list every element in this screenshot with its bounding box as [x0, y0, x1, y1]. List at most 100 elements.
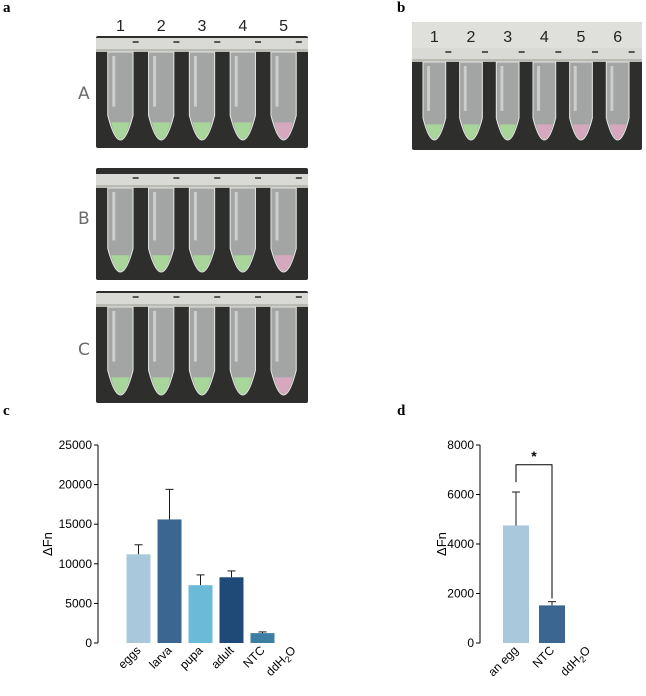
tube-highlight [463, 66, 467, 111]
tube-highlight [275, 311, 279, 362]
cap-tab [173, 296, 180, 298]
column-number: 5 [279, 18, 288, 35]
significance-bracket [515, 464, 553, 599]
green-liquid [152, 377, 171, 395]
tube-body [459, 61, 483, 141]
tube-highlight [153, 56, 157, 107]
tube-body [229, 187, 256, 273]
tube [188, 177, 221, 273]
tube [229, 41, 262, 141]
y-tick-label: 5000 [65, 596, 92, 610]
tube-photo-panel-b: 1 2 3 4 5 6 [412, 22, 642, 150]
y-tick-label: 4000 [447, 537, 474, 551]
tube-cap-strip-edge [96, 304, 308, 307]
cap-tab [255, 41, 262, 43]
column-number: 2 [467, 29, 476, 46]
tube-body [270, 51, 297, 141]
tube [188, 296, 221, 396]
x-tick-label: NTC [240, 643, 268, 671]
column-number: 1 [116, 18, 125, 35]
cap-tab [518, 51, 525, 53]
tube-body [229, 306, 256, 396]
bar [157, 519, 182, 643]
tube-highlight [427, 66, 431, 111]
panel-label-c: c [3, 403, 10, 419]
cap-tab [214, 41, 221, 43]
x-tick-label: an egg [485, 643, 521, 679]
green-liquid [152, 122, 171, 140]
tube [229, 177, 262, 273]
column-number: 3 [198, 18, 207, 35]
tube [107, 177, 139, 273]
green-liquid [192, 377, 212, 395]
tube-body [188, 51, 216, 141]
green-liquid [233, 377, 252, 395]
row-label-c: C [78, 340, 90, 360]
tube-highlight [153, 192, 157, 241]
tube-body [148, 187, 175, 273]
tube-highlight [234, 56, 238, 107]
cap-tab [255, 177, 262, 179]
tube-highlight [193, 192, 197, 241]
cap-tab [295, 177, 302, 179]
pink-liquid [609, 124, 626, 140]
number-band [412, 22, 642, 48]
tube-photo-row-b [96, 168, 308, 280]
cap-tab [173, 41, 180, 43]
tube-highlight [193, 56, 197, 107]
column-number: 1 [430, 29, 439, 46]
tube-cap-strip [96, 293, 308, 307]
tube-highlight [234, 192, 238, 241]
tube-cap-strip-edge [96, 49, 308, 52]
x-tick-label: adult [208, 643, 237, 672]
significance-star: * [531, 448, 537, 464]
tube-body [107, 187, 134, 273]
cap-tab [555, 51, 562, 53]
column-number: 4 [540, 29, 549, 46]
tube-body [532, 61, 557, 141]
x-tick-label: larva [146, 643, 175, 672]
y-tick-label: 8000 [447, 438, 474, 452]
tube-cap-strip [96, 174, 308, 188]
tube [107, 41, 139, 141]
column-number: 5 [577, 29, 586, 46]
y-tick-label: 20000 [59, 478, 93, 492]
tube-body [148, 51, 175, 141]
tube [148, 177, 180, 273]
tube-highlight [573, 66, 577, 111]
cap-tab [295, 41, 302, 43]
bar [503, 525, 529, 643]
green-liquid [233, 122, 252, 140]
y-tick-label: 25000 [59, 438, 93, 452]
tube [270, 177, 302, 273]
tube [422, 51, 452, 141]
column-number: 3 [503, 29, 512, 46]
y-axis-label: ΔFn [40, 532, 55, 556]
tube [148, 41, 180, 141]
tube-body [605, 61, 630, 141]
tube-body [229, 51, 256, 141]
panel-label-b: b [397, 0, 406, 16]
bar-chart-d: 0 2000 4000 6000 8000 ΔFn an egg NTC ddH2O * [434, 438, 595, 680]
tube-body [270, 187, 297, 273]
y-axis-label: ΔFn [434, 532, 449, 556]
y-tick-label: 0 [85, 636, 92, 650]
tube [107, 296, 139, 396]
tube-body [188, 187, 216, 273]
tube-cap-strip [412, 48, 642, 62]
cap-tab [132, 177, 139, 179]
tube [188, 41, 221, 141]
tube-highlight [610, 66, 614, 111]
tube [495, 51, 525, 141]
pink-liquid [536, 124, 553, 140]
tube [569, 51, 598, 141]
cap-tab [592, 51, 598, 53]
tube [605, 51, 635, 141]
green-liquid [111, 122, 130, 140]
tube-photo-row-a [96, 36, 308, 148]
cap-tab [173, 177, 180, 179]
column-number: 2 [157, 18, 166, 35]
pink-liquid [274, 122, 293, 140]
tube-body [569, 61, 593, 141]
column-number: 4 [238, 18, 247, 35]
